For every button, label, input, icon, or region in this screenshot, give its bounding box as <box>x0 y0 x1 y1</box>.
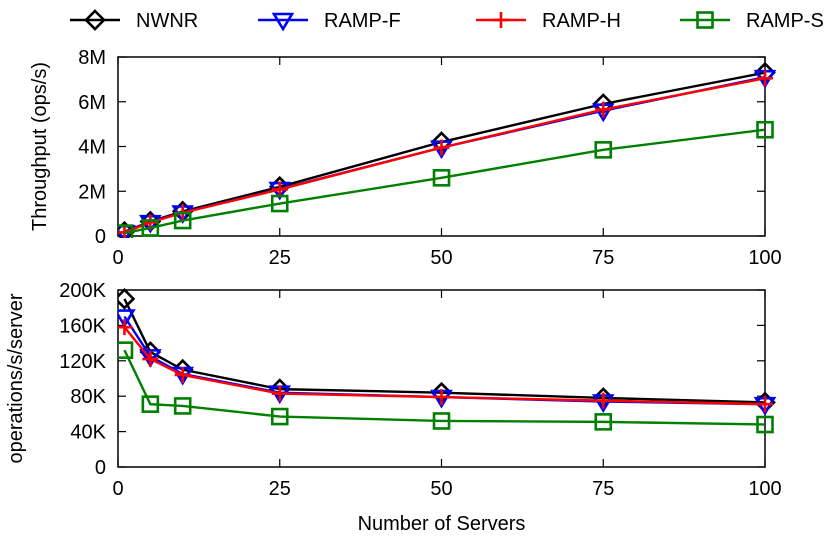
data-point-ramp-h <box>174 366 191 383</box>
series-line-ramp-s <box>123 349 766 426</box>
throughput-panel: 0 25 50 75 100 0 2M 4M 6M 8M Throughput (ops/s) <box>29 47 782 269</box>
legend-marker <box>84 9 106 31</box>
data-point-ramp-h <box>271 385 288 402</box>
data-point-ramp-s <box>594 413 613 431</box>
y-tick-label: 4M <box>78 137 106 159</box>
data-point-ramp-h <box>595 392 612 409</box>
data-point-ramp-s <box>270 407 289 426</box>
data-point-ramp-s <box>118 224 134 238</box>
data-point-ramp-s <box>141 219 160 237</box>
data-point-ramp-f <box>118 309 136 329</box>
x-tick-label: 100 <box>748 478 781 500</box>
ops-per-server-panel: 0 25 50 75 100 0 40K 80K 120K 160K 200K operations/… <box>5 280 782 535</box>
data-point-ramp-h <box>757 396 773 413</box>
y-tick-label: 2M <box>78 181 106 203</box>
series-line-ramp-h <box>124 77 766 234</box>
legend-marker <box>696 11 714 29</box>
data-point-ramp-h <box>433 389 450 406</box>
data-point-ramp-h <box>433 139 450 156</box>
legend: NWNR RAMP-F RAMP-H RAMP-S <box>70 9 824 32</box>
series-layer <box>118 61 777 238</box>
data-point-ramp-s <box>270 194 289 213</box>
x-tick-label: 75 <box>592 247 614 269</box>
series-line-ramp-s <box>124 128 766 235</box>
data-point-ramp-h <box>118 319 133 336</box>
y-tick-label: 200K <box>59 280 106 302</box>
data-point-nwnr <box>118 288 136 310</box>
data-point-ramp-s <box>756 120 774 139</box>
x-axis-title: Number of Servers <box>358 513 526 535</box>
y-axis-title: operations/s/server <box>5 293 27 463</box>
legend-item-ramp-s: RAMP-S <box>680 10 824 32</box>
legend-item-ramp-f: RAMP-F <box>258 10 401 32</box>
data-point-ramp-s <box>432 169 451 187</box>
legend-label: NWNR <box>136 10 198 32</box>
data-point-ramp-s <box>118 341 134 359</box>
data-point-ramp-h <box>757 70 773 87</box>
y-axis-title: Throughput (ops/s) <box>29 62 51 231</box>
y-tick-label: 160K <box>59 315 106 337</box>
x-tick-label: 25 <box>269 247 291 269</box>
y-tick-label: 6M <box>78 92 106 114</box>
data-point-ramp-s <box>173 211 192 230</box>
x-tick-label: 0 <box>112 247 123 269</box>
x-tick-label: 50 <box>430 478 452 500</box>
series-layer <box>118 288 777 434</box>
legend-label: RAMP-H <box>542 10 621 32</box>
x-tick-label: 0 <box>112 478 123 500</box>
x-tick-label: 25 <box>269 478 291 500</box>
legend-label: RAMP-S <box>746 10 824 32</box>
data-point-ramp-h <box>142 351 159 368</box>
data-point-ramp-s <box>432 412 451 430</box>
data-point-ramp-s <box>173 397 192 415</box>
series-line-ramp-f <box>124 75 766 234</box>
plot-frame <box>117 289 766 468</box>
data-point-ramp-s <box>594 141 613 159</box>
data-point-ramp-s <box>756 415 774 434</box>
y-tick-label: 0 <box>95 457 106 479</box>
data-point-ramp-s <box>141 395 160 413</box>
legend-marker <box>493 12 509 28</box>
y-tick-label: 40K <box>70 422 106 444</box>
x-tick-label: 100 <box>748 247 781 269</box>
legend-item-nwnr: NWNR <box>70 9 198 32</box>
y-tick-label: 120K <box>59 351 106 373</box>
y-tick-label: 0 <box>95 226 106 248</box>
legend-marker <box>271 12 295 32</box>
legend-label: RAMP-F <box>324 10 401 32</box>
x-tick-label: 50 <box>430 247 452 269</box>
x-tick-label: 75 <box>592 478 614 500</box>
data-point-ramp-h <box>595 101 612 118</box>
y-tick-label: 8M <box>78 47 106 69</box>
legend-item-ramp-h: RAMP-H <box>476 10 621 32</box>
y-tick-label: 80K <box>70 386 106 408</box>
